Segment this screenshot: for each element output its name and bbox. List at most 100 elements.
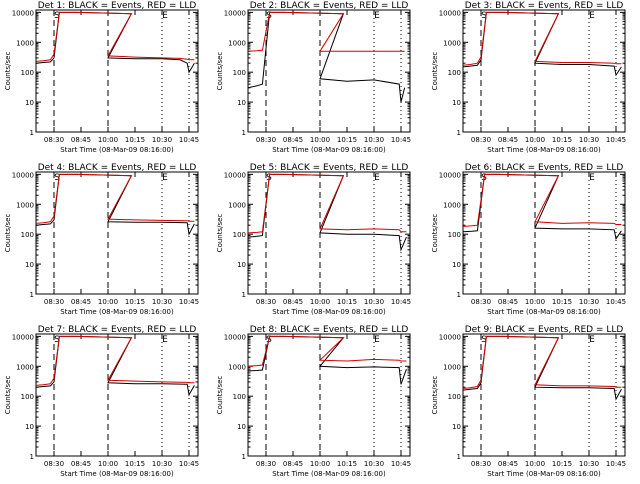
x-tick-label: 10:30	[579, 136, 599, 144]
marker-s: S	[54, 335, 60, 345]
marker-e: E	[374, 11, 380, 21]
series-lld-line	[248, 173, 407, 234]
y-tick-label: 1000	[16, 201, 34, 209]
y-tick-label: 1000	[16, 39, 34, 47]
x-tick-label: 10:00	[98, 298, 118, 306]
x-tick-label: 10:15	[125, 298, 145, 306]
x-tick-label: 10:00	[98, 136, 118, 144]
series-lld-line	[36, 335, 195, 386]
y-tick-label: 100	[233, 393, 246, 401]
y-tick-label: 10000	[439, 171, 461, 179]
panel-det-1: Det 1: BLACK = Events, RED = LLD 1 10 100 10…	[4, 1, 199, 154]
y-tick-label: 10	[452, 99, 461, 107]
panel-det-2: Det 2: BLACK = Events, RED = LLD 1 10 100 10…	[216, 1, 411, 154]
x-tick-label: 08:30	[44, 460, 64, 468]
y-tick-label: 1000	[228, 363, 246, 371]
y-tick-label: 1	[242, 129, 246, 137]
x-tick-label: 10:00	[525, 460, 545, 468]
y-tick-label: 100	[448, 231, 461, 239]
marker-s: S	[481, 11, 487, 21]
y-tick-label: 1	[242, 291, 246, 299]
x-tick-label: 10:15	[552, 460, 572, 468]
y-axis-label: Counts/sec	[431, 376, 439, 415]
x-tick-label: 08:45	[71, 298, 91, 306]
series-lld-line	[463, 335, 622, 389]
x-tick-label: 08:30	[471, 136, 491, 144]
y-tick-label: 10000	[224, 333, 246, 341]
series-events-line	[248, 335, 407, 385]
x-tick-label: 08:45	[283, 298, 303, 306]
x-tick-label: 10:30	[152, 460, 172, 468]
x-tick-label: 10:45	[179, 136, 199, 144]
x-tick-label: 10:30	[364, 460, 384, 468]
x-tick-label: 08:30	[256, 136, 276, 144]
y-tick-label: 100	[21, 69, 34, 77]
x-tick-label: 08:45	[71, 460, 91, 468]
marker-e: E	[162, 11, 168, 21]
x-axis-label: Start Time (08-Mar-09 08:16:00)	[272, 470, 386, 478]
x-tick-label: 10:45	[606, 460, 626, 468]
x-tick-label: 08:45	[71, 136, 91, 144]
panel-title: Det 9: BLACK = Events, RED = LLD	[465, 325, 624, 335]
y-tick-label: 100	[233, 231, 246, 239]
x-tick-label: 10:30	[364, 136, 384, 144]
panel-title: Det 3: BLACK = Events, RED = LLD	[465, 1, 624, 11]
panel-title: Det 1: BLACK = Events, RED = LLD	[38, 1, 197, 11]
marker-e: E	[589, 335, 595, 345]
panel-title: Det 4: BLACK = Events, RED = LLD	[38, 163, 197, 173]
y-tick-label: 1000	[443, 39, 461, 47]
series-events-line	[463, 173, 622, 241]
panel-title: Det 6: BLACK = Events, RED = LLD	[465, 163, 624, 173]
x-tick-label: 08:30	[44, 136, 64, 144]
x-tick-label: 10:00	[525, 136, 545, 144]
marker-s: S	[54, 173, 60, 183]
y-tick-label: 1	[30, 291, 34, 299]
y-tick-label: 10	[237, 423, 246, 431]
panel-det-3: Det 3: BLACK = Events, RED = LLD 1 10 100 10…	[431, 1, 626, 154]
y-tick-label: 10	[25, 99, 34, 107]
y-axis-label: Counts/sec	[4, 52, 12, 91]
panel-title: Det 2: BLACK = Events, RED = LLD	[250, 1, 409, 11]
series-events-line	[248, 173, 407, 252]
y-tick-label: 10000	[224, 9, 246, 17]
series-events-line	[463, 11, 622, 77]
plot-frame	[247, 171, 411, 295]
plot-frame	[247, 333, 411, 457]
panel-det-8: Det 8: BLACK = Events, RED = LLD 1 10 100 10…	[216, 325, 411, 478]
panel-det-7: Det 7: BLACK = Events, RED = LLD 1 10 100 10…	[4, 325, 199, 478]
x-tick-label: 10:45	[179, 460, 199, 468]
y-tick-label: 1000	[228, 201, 246, 209]
series-lld-line	[248, 335, 407, 367]
x-tick-label: 10:30	[579, 460, 599, 468]
y-tick-label: 1	[30, 453, 34, 461]
y-tick-label: 10	[237, 99, 246, 107]
y-tick-label: 1	[242, 453, 246, 461]
y-tick-label: 10000	[439, 9, 461, 17]
marker-e: E	[589, 11, 595, 21]
plot-frame	[35, 333, 199, 457]
x-axis-label: Start Time (08-Mar-09 08:16:00)	[272, 146, 386, 154]
marker-s: S	[54, 11, 60, 21]
x-tick-label: 10:45	[391, 136, 411, 144]
y-axis-label: Counts/sec	[216, 52, 224, 91]
y-tick-label: 100	[448, 393, 461, 401]
x-tick-label: 10:45	[391, 460, 411, 468]
y-axis-label: Counts/sec	[4, 376, 12, 415]
plot-frame	[35, 9, 199, 133]
x-tick-label: 10:45	[179, 298, 199, 306]
x-axis-label: Start Time (08-Mar-09 08:16:00)	[487, 470, 601, 478]
y-tick-label: 100	[448, 69, 461, 77]
plot-frame	[247, 9, 411, 133]
x-tick-label: 10:15	[125, 460, 145, 468]
x-axis-label: Start Time (08-Mar-09 08:16:00)	[487, 146, 601, 154]
y-tick-label: 10000	[12, 333, 34, 341]
x-tick-label: 10:30	[152, 298, 172, 306]
x-tick-label: 08:45	[498, 136, 518, 144]
x-tick-label: 10:45	[606, 136, 626, 144]
x-tick-label: 08:30	[471, 298, 491, 306]
x-tick-label: 08:30	[471, 460, 491, 468]
y-tick-label: 10000	[12, 171, 34, 179]
x-tick-label: 08:30	[256, 460, 276, 468]
